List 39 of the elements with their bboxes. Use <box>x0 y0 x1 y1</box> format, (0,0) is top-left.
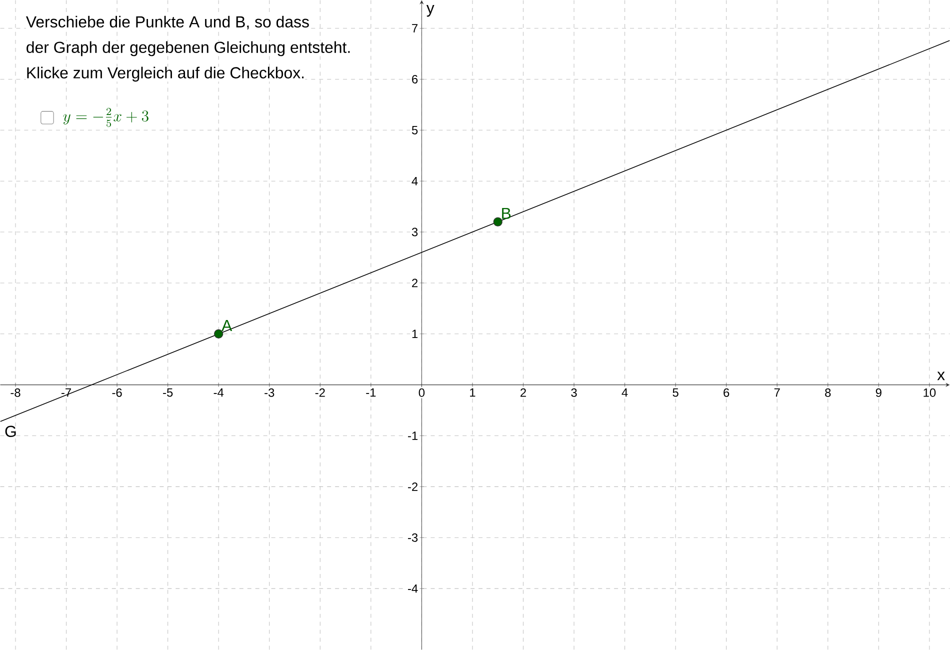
y-tick-label: -4 <box>408 584 418 593</box>
y-tick-label: 5 <box>412 126 418 134</box>
x-tick-label: 6 <box>724 388 730 397</box>
x-axis-title: x <box>937 372 945 380</box>
x-tick-label: -4 <box>214 388 224 397</box>
x-tick-label: 5 <box>672 388 678 397</box>
x-tick-label: -5 <box>163 388 173 397</box>
y-tick-label: 1 <box>412 330 418 338</box>
x-tick-label: 10 <box>924 388 936 397</box>
annotation: der Graph der gegebenen Gleichung entsteht. <box>26 41 350 56</box>
x-tick-label: 4 <box>622 388 628 397</box>
x-tick-label: -1 <box>366 388 376 397</box>
y-tick-label: -2 <box>408 482 418 491</box>
x-tick-label: -8 <box>10 388 20 397</box>
x-tick-label: -3 <box>264 388 274 397</box>
y-tick-label: 4 <box>412 176 418 186</box>
y-axis-title: y <box>426 4 434 17</box>
y-tick-label: 3 <box>412 228 418 236</box>
y-tick-label: -3 <box>408 533 418 542</box>
annotation: G <box>5 426 16 438</box>
x-tick-label: 2 <box>520 388 526 397</box>
annotation: Verschiebe die Punkte A und B, so dass <box>26 16 309 30</box>
y-tick-label: 2 <box>412 278 418 288</box>
y-tick-label: 7 <box>412 24 418 32</box>
annotation: B <box>502 208 511 219</box>
annotation: Klicke zum Vergleich auf die Checkbox. <box>27 66 304 82</box>
x-tick-label: 1 <box>470 388 476 397</box>
x-tick-label: -2 <box>315 388 325 397</box>
annotation: A <box>222 320 232 331</box>
y-tick-label: 6 <box>412 74 418 84</box>
annotation: $y=-\frac{2}{5}x+3$ <box>63 108 148 127</box>
x-tick-label: 8 <box>825 388 831 397</box>
y-tick-label: -1 <box>408 432 418 440</box>
x-tick-label: -6 <box>112 388 122 397</box>
x-tick-label: 0 <box>418 388 425 397</box>
x-tick-label: 7 <box>774 388 780 397</box>
x-tick-label: -7 <box>62 388 71 397</box>
x-tick-label: 9 <box>876 388 882 397</box>
x-tick-label: 3 <box>571 388 577 397</box>
